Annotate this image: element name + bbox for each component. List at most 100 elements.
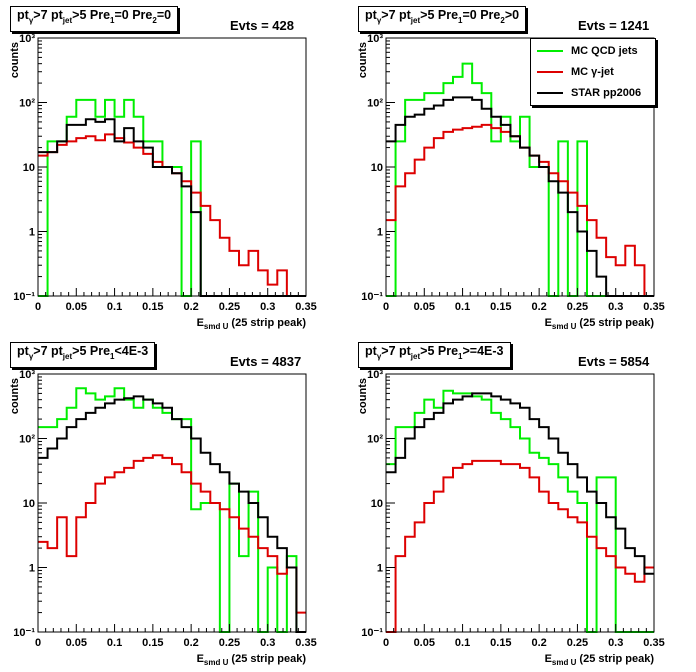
series-line-mc_qcd — [38, 387, 306, 633]
x-tick-label: 0.15 — [490, 637, 511, 649]
x-tick-label: 0.05 — [66, 637, 87, 649]
y-tick-label: 10⁻¹ — [361, 627, 383, 639]
series-line-mc_qcd — [386, 62, 654, 297]
title-text: <4E-3 — [114, 344, 149, 358]
title-subscript: 2 — [500, 16, 505, 25]
events-count: Evts = 428 — [230, 18, 294, 33]
title-text: >7 pt — [33, 8, 63, 22]
y-tick-label: 1 — [29, 563, 35, 575]
x-axis-label-main: E — [545, 317, 552, 329]
legend: MC QCD jets MC γ-jet STAR pp2006 — [530, 38, 656, 106]
x-tick-label: 0.2 — [183, 301, 198, 313]
x-tick-label: 0.15 — [490, 301, 511, 313]
x-tick-label: 0.1 — [455, 301, 470, 313]
x-tick-label: 0 — [383, 301, 389, 313]
legend-swatch-star — [537, 92, 563, 94]
title-subscript: 1 — [458, 16, 463, 25]
title-text: >7 pt — [33, 344, 63, 358]
y-tick-label: 10⁻¹ — [361, 291, 383, 303]
panel-top-right: 0 0.05 0.1 0.15 0.2 0.25 0.3 0.35 10⁻¹ 1 10 10² 10³ c… — [348, 0, 696, 336]
panel-title: ptγ>7 ptjet>5 Pre1<4E-3 — [10, 342, 156, 368]
panel-title: ptγ>7 ptjet>5 Pre1>=4E-3 — [358, 342, 511, 368]
title-subscript: γ — [28, 352, 34, 361]
x-tick-label: 0 — [35, 301, 41, 313]
x-tick-label: 0.2 — [531, 637, 546, 649]
y-tick-label: 10⁻¹ — [13, 291, 35, 303]
y-tick-label: 10 — [371, 498, 383, 510]
x-tick-label: 0.35 — [295, 301, 316, 313]
events-count: Evts = 1241 — [578, 18, 650, 33]
y-tick-label: 10³ — [19, 369, 35, 381]
y-tick-label: 10 — [23, 162, 35, 174]
x-tick-label: 0.35 — [295, 637, 316, 649]
title-text: pt — [365, 344, 377, 358]
title-subscript: jet — [62, 16, 73, 25]
x-tick-label: 0.15 — [142, 301, 163, 313]
x-tick-label: 0.2 — [183, 637, 198, 649]
x-tick-label: 0.15 — [142, 637, 163, 649]
title-subscript: 1 — [110, 16, 115, 25]
x-tick-label: 0.35 — [643, 637, 664, 649]
events-count: Evts = 4837 — [230, 354, 302, 369]
x-axis-label-sub: smd U — [552, 322, 577, 331]
title-text: =0 Pre — [462, 8, 501, 22]
y-axis-label: counts — [9, 42, 21, 78]
x-tick-label: 0 — [383, 637, 389, 649]
title-subscript: jet — [410, 16, 421, 25]
chart-svg: 0 0.05 0.1 0.15 0.2 0.25 0.3 0.35 10⁻¹ 1 10 10² 10³c… — [357, 369, 665, 667]
title-subscript: 1 — [458, 352, 463, 361]
title-text: =0 — [156, 8, 172, 22]
panel-top-left: 0 0.05 0.1 0.15 0.2 0.25 0.3 0.35 10⁻¹ 1 10 10² 10³ c… — [0, 0, 348, 336]
x-axis-label-rest: (25 strip peak) — [576, 653, 654, 665]
title-subscript: jet — [410, 352, 421, 361]
panel-title: ptγ>7 ptjet>5 Pre1=0 Pre2>0 — [358, 6, 527, 32]
x-tick-label: 0.25 — [567, 637, 588, 649]
x-axis-label: Esmd U (25 strip peak) — [197, 653, 307, 667]
series-line-mc_gamma — [38, 454, 306, 614]
x-tick-label: 0.05 — [414, 637, 435, 649]
y-tick-label: 10³ — [19, 33, 35, 45]
series-line-star — [386, 392, 654, 575]
legend-swatch-qcd — [537, 50, 563, 52]
x-tick-label: 0.25 — [219, 637, 240, 649]
x-tick-label: 0.25 — [567, 301, 588, 313]
x-tick-label: 0.1 — [455, 637, 470, 649]
x-axis-label-main: E — [197, 653, 204, 665]
x-axis-label-rest: (25 strip peak) — [576, 317, 654, 329]
legend-entry-qcd: MC QCD jets — [537, 43, 638, 59]
title-subscript: jet — [62, 352, 73, 361]
y-tick-label: 1 — [377, 563, 383, 575]
y-tick-label: 1 — [29, 227, 35, 239]
y-tick-label: 10³ — [367, 369, 383, 381]
legend-entry-gamma: MC γ-jet — [537, 64, 614, 80]
x-axis-label-main: E — [197, 317, 204, 329]
title-text: >7 pt — [381, 8, 411, 22]
x-tick-label: 0.3 — [260, 637, 275, 649]
y-tick-label: 10⁻¹ — [13, 627, 35, 639]
y-tick-label: 10² — [19, 98, 35, 110]
title-text: =0 Pre — [114, 8, 153, 22]
x-tick-label: 0.3 — [608, 637, 623, 649]
x-tick-label: 0.3 — [608, 301, 623, 313]
y-tick-label: 10 — [371, 162, 383, 174]
y-tick-label: 10 — [23, 498, 35, 510]
series-line-star — [38, 395, 306, 633]
y-axis-label: counts — [357, 42, 369, 78]
legend-label-star: STAR pp2006 — [571, 87, 642, 99]
title-text: pt — [365, 8, 377, 22]
x-tick-label: 0 — [35, 637, 41, 649]
series-line-star — [386, 96, 654, 297]
series-line-mc_gamma — [386, 123, 654, 297]
panel-title: ptγ>7 ptjet>5 Pre1=0 Pre2=0 — [10, 6, 179, 32]
x-tick-label: 0.3 — [260, 301, 275, 313]
title-text: >0 — [504, 8, 520, 22]
x-tick-label: 0.05 — [414, 301, 435, 313]
y-tick-label: 10² — [367, 98, 383, 110]
chart-svg: 0 0.05 0.1 0.15 0.2 0.25 0.3 0.35 10⁻¹ 1 10 10² 10³c… — [9, 33, 317, 331]
series-line-mc_gamma — [38, 133, 306, 297]
y-tick-label: 10² — [367, 434, 383, 446]
x-tick-label: 0.2 — [531, 301, 546, 313]
legend-label-qcd: MC QCD jets — [571, 45, 638, 57]
x-axis-label-rest: (25 strip peak) — [228, 653, 306, 665]
chart-svg: 0 0.05 0.1 0.15 0.2 0.25 0.3 0.35 10⁻¹ 1 10 10² 10³c… — [357, 33, 665, 331]
